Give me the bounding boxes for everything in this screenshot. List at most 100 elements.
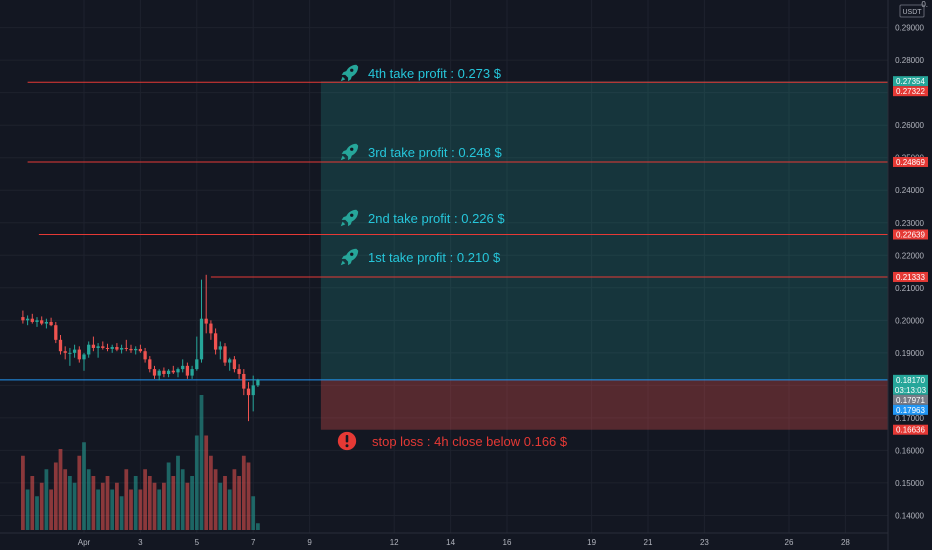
volume-bar — [100, 482, 105, 530]
rocket-icon — [340, 248, 359, 266]
candle-body — [213, 333, 218, 350]
volume-bar — [44, 469, 49, 530]
volume-bar — [246, 462, 251, 530]
price-tag — [893, 374, 928, 395]
candle — [82, 352, 86, 371]
y-tick-label: 0. — [921, 0, 928, 9]
volume-bar — [171, 476, 176, 530]
volume-bar — [96, 489, 100, 530]
candle — [256, 378, 260, 387]
candle — [166, 369, 171, 378]
rocket-icon — [340, 64, 359, 82]
volume-bar — [251, 496, 256, 530]
y-tick-label: 0.14000 — [895, 511, 924, 520]
candle — [87, 341, 91, 358]
candle-body — [105, 347, 110, 349]
candle — [185, 362, 190, 379]
rocket-icon — [340, 209, 359, 227]
candle-body — [171, 370, 175, 373]
volume-bar — [25, 489, 30, 530]
volume-bar — [129, 489, 133, 530]
candle-body — [119, 347, 124, 350]
tp4-label: 4th take profit : 0.273 $ — [368, 65, 501, 81]
candle-body — [110, 346, 114, 349]
price-tag-value: 0.16636 — [896, 426, 925, 435]
candle-body — [181, 365, 185, 370]
candle — [148, 356, 152, 373]
tp4-annotation[interactable]: 4th take profit : 0.273 $ — [338, 62, 501, 84]
candle — [228, 357, 232, 371]
candle-body — [246, 388, 251, 396]
candle — [157, 369, 161, 381]
x-tick-label: 28 — [841, 538, 850, 547]
price-tag — [893, 404, 928, 415]
candle-body — [72, 349, 77, 353]
candle-body — [242, 373, 246, 389]
volume-bar — [232, 469, 237, 530]
volume-bar — [115, 482, 119, 530]
volume-bar — [190, 476, 194, 530]
volume-bar — [185, 482, 190, 530]
volume-bar — [39, 482, 44, 530]
tp3-annotation[interactable]: 3rd take profit : 0.248 $ — [338, 141, 502, 163]
candle-body — [138, 348, 143, 352]
price-tag — [893, 394, 928, 405]
candle — [110, 344, 114, 353]
tp1-annotation[interactable]: 1st take profit : 0.210 $ — [338, 246, 500, 268]
price-tag-countdown: 03:13:03 — [895, 386, 927, 395]
rocket-icon — [340, 143, 359, 161]
x-tick-label: 7 — [251, 538, 256, 547]
x-tick-label: 3 — [138, 538, 143, 547]
volume-bar — [63, 469, 68, 530]
volume-bar — [86, 469, 91, 530]
candle — [134, 346, 138, 355]
candle — [162, 367, 166, 378]
volume-bar — [237, 476, 241, 530]
y-tick-label: 0.28000 — [895, 56, 924, 65]
price-tag — [893, 424, 928, 435]
candle — [119, 344, 124, 354]
candle-body — [49, 321, 53, 326]
x-tick-label: 21 — [644, 538, 653, 547]
candle — [176, 367, 180, 378]
candle — [25, 315, 30, 326]
candle — [237, 364, 241, 379]
sl-annotation[interactable]: stop loss : 4h close below 0.166 $ — [336, 430, 567, 452]
candle-body — [237, 369, 241, 374]
candle-body — [166, 370, 171, 374]
candle-body — [87, 344, 91, 355]
candle — [115, 343, 119, 352]
candle — [138, 344, 143, 353]
candle — [129, 344, 133, 353]
volume-bar — [91, 476, 96, 530]
candle — [77, 346, 81, 363]
y-tick-label: 0.26000 — [895, 121, 924, 130]
candle-body — [35, 320, 39, 322]
y-tick-label: 0.16000 — [895, 446, 924, 455]
price-tag — [893, 156, 928, 167]
x-tick-label: 14 — [446, 538, 455, 547]
candle — [49, 317, 53, 327]
candle-body — [40, 320, 44, 324]
candle — [242, 369, 246, 396]
candle — [105, 343, 110, 352]
volume-bar — [82, 442, 86, 530]
y-tick-label: 0.17000 — [895, 414, 924, 423]
candle-body — [54, 325, 58, 340]
volume-bar — [49, 489, 53, 530]
candle-body — [129, 348, 133, 351]
candle-body — [77, 349, 81, 360]
candle — [44, 318, 49, 329]
candle-body — [44, 321, 49, 324]
volume-bar — [77, 455, 82, 530]
tp2-annotation[interactable]: 2nd take profit : 0.226 $ — [338, 207, 505, 229]
price-tag — [893, 271, 928, 282]
volume-bar — [152, 482, 157, 530]
volume-bar — [110, 489, 115, 530]
candle-body — [82, 354, 86, 360]
candle-body — [63, 351, 67, 353]
candle-body — [21, 317, 25, 321]
price-tag-value: 0.18170 — [896, 376, 925, 385]
candle-body — [190, 369, 194, 376]
